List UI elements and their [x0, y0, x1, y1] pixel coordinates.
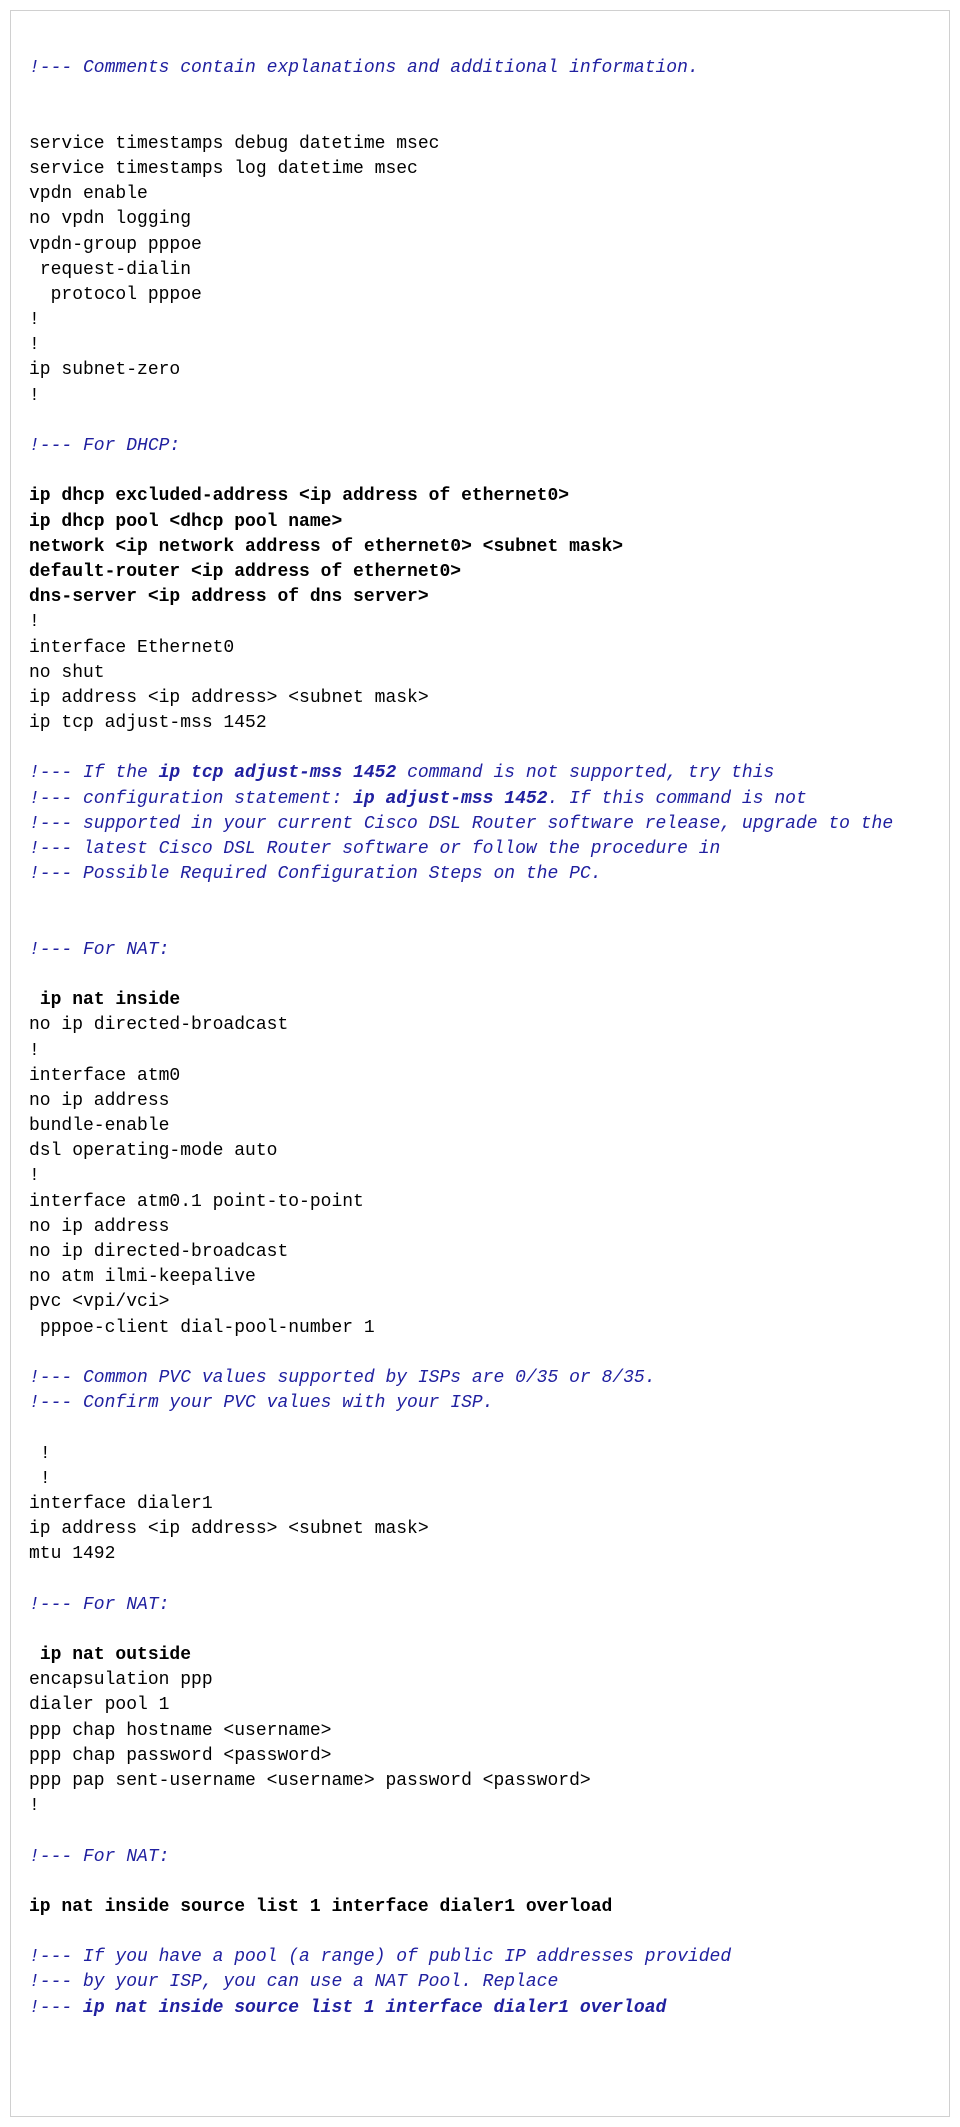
config-comment: !--- Comments contain explanations and a…	[29, 58, 699, 78]
config-line: !	[29, 1444, 51, 1464]
config-line: mtu 1492	[29, 1544, 115, 1564]
config-line: interface atm0.1 point-to-point	[29, 1192, 364, 1212]
config-line-bold: ip dhcp pool <dhcp pool name>	[29, 512, 342, 532]
config-line: no ip directed-broadcast	[29, 1242, 288, 1262]
config-comment: !--- For NAT:	[29, 940, 169, 960]
config-comment-bold: ip tcp adjust-mss 1452	[159, 763, 397, 783]
config-line-bold: ip nat outside	[29, 1645, 191, 1665]
config-line: encapsulation ppp	[29, 1670, 213, 1690]
config-line: !	[29, 1796, 40, 1816]
config-line: protocol pppoe	[29, 285, 202, 305]
config-line: request-dialin	[29, 260, 191, 280]
config-comment: !--- If you have a pool (a range) of pub…	[29, 1947, 742, 1967]
config-comment: !--- For DHCP:	[29, 436, 180, 456]
config-comment-bold: ip adjust-mss 1452	[353, 789, 547, 809]
config-line: ip tcp adjust-mss 1452	[29, 713, 267, 733]
config-comment: !--- For NAT:	[29, 1595, 169, 1615]
config-line: no ip address	[29, 1217, 169, 1237]
config-line-bold: default-router <ip address of ethernet0>	[29, 562, 461, 582]
config-comment: !--- latest Cisco DSL Router software or…	[29, 839, 720, 859]
config-comment: !--- by your ISP, you can use a NAT Pool…	[29, 1972, 569, 1992]
config-line: ppp pap sent-username <username> passwor…	[29, 1771, 591, 1791]
config-line: dsl operating-mode auto	[29, 1141, 277, 1161]
config-box: !--- Comments contain explanations and a…	[10, 10, 950, 2117]
config-line: ip subnet-zero	[29, 360, 180, 380]
config-line: ip address <ip address> <subnet mask>	[29, 1519, 429, 1539]
config-line: !	[29, 612, 40, 632]
config-line-bold: ip nat inside source list 1 interface di…	[29, 1897, 612, 1917]
config-line: service timestamps debug datetime msec	[29, 134, 439, 154]
config-line: pvc <vpi/vci>	[29, 1292, 169, 1312]
config-line: vpdn-group pppoe	[29, 235, 202, 255]
config-line: ppp chap password <password>	[29, 1746, 331, 1766]
config-comment: !--- Common PVC values supported by ISPs…	[29, 1368, 656, 1388]
config-line-bold: ip nat inside	[29, 990, 180, 1010]
config-line: ip address <ip address> <subnet mask>	[29, 688, 429, 708]
config-line: no shut	[29, 663, 105, 683]
config-line: !	[29, 310, 40, 330]
config-line: !	[29, 386, 40, 406]
config-line: interface Ethernet0	[29, 638, 234, 658]
config-text: !--- Comments contain explanations and a…	[29, 31, 931, 2096]
config-line: no ip directed-broadcast	[29, 1015, 288, 1035]
config-comment: !--- ip nat inside source list 1 interfa…	[29, 1998, 666, 2018]
config-line: vpdn enable	[29, 184, 148, 204]
config-comment: !--- Confirm your PVC values with your I…	[29, 1393, 493, 1413]
config-line: !	[29, 1469, 51, 1489]
config-comment: !--- supported in your current Cisco DSL…	[29, 814, 893, 834]
config-line: pppoe-client dial-pool-number 1	[29, 1318, 375, 1338]
config-line: !	[29, 1041, 40, 1061]
config-line: no atm ilmi-keepalive	[29, 1267, 256, 1287]
config-line: bundle-enable	[29, 1116, 169, 1136]
config-line: dialer pool 1	[29, 1695, 169, 1715]
config-line: !	[29, 335, 40, 355]
config-comment: !--- For NAT:	[29, 1847, 169, 1867]
config-comment: !--- configuration statement: ip adjust-…	[29, 789, 807, 809]
config-line: interface atm0	[29, 1066, 180, 1086]
config-comment-bold: ip nat inside source list 1 interface di…	[83, 1998, 666, 2018]
config-line: !	[29, 1166, 40, 1186]
config-line-bold: network <ip network address of ethernet0…	[29, 537, 623, 557]
config-line: service timestamps log datetime msec	[29, 159, 418, 179]
config-line-bold: dns-server <ip address of dns server>	[29, 587, 429, 607]
config-line: interface dialer1	[29, 1494, 213, 1514]
config-line: ppp chap hostname <username>	[29, 1721, 331, 1741]
config-line-bold: ip dhcp excluded-address <ip address of …	[29, 486, 569, 506]
config-comment: !--- Possible Required Configuration Ste…	[29, 864, 602, 884]
config-line: no ip address	[29, 1091, 169, 1111]
config-line: no vpdn logging	[29, 209, 191, 229]
config-comment: !--- If the ip tcp adjust-mss 1452 comma…	[29, 763, 774, 783]
